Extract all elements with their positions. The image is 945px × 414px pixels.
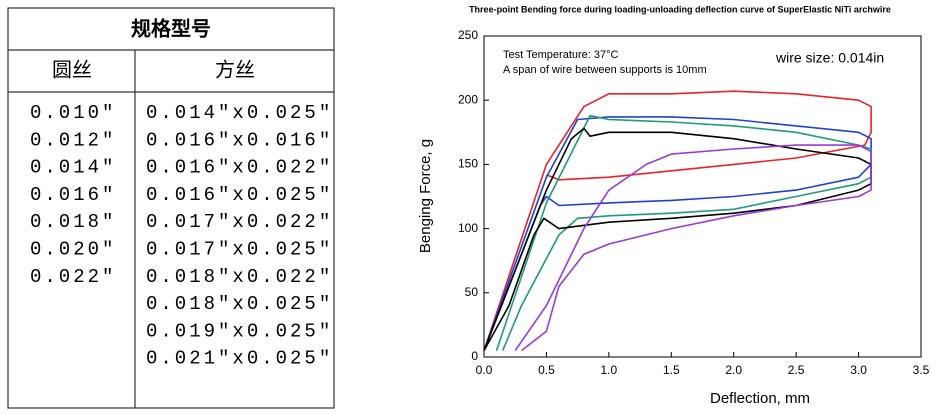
table-cell: 0.016"x0.025" — [146, 184, 333, 206]
x-tick-label: 3.0 — [850, 363, 867, 377]
x-tick-label: 0.0 — [476, 363, 493, 377]
y-tick-label: 200 — [458, 92, 478, 106]
y-tick-label: 100 — [458, 221, 478, 235]
data-line — [514, 144, 872, 352]
plot-frame — [483, 35, 922, 358]
table-cell: 0.016"x0.022" — [146, 157, 333, 179]
annotation: wire size: 0.014in — [775, 50, 884, 66]
table-cell: 0.017"x0.025" — [146, 239, 333, 261]
y-tick-label: 250 — [458, 28, 478, 42]
x-tick-label: 1.5 — [663, 363, 680, 377]
table-cell: 0.016" — [30, 184, 116, 206]
y-tick-label: 150 — [458, 157, 478, 171]
x-tick-label: 2.5 — [788, 363, 805, 377]
table-cell: 0.019"x0.025" — [146, 320, 333, 342]
x-tick-label: 1.0 — [601, 363, 618, 377]
table-title: 规格型号 — [131, 17, 211, 41]
y-tick-label: 0 — [471, 349, 478, 363]
x-tick-label: 3.5 — [913, 363, 930, 377]
table-header: 方丝 — [215, 58, 255, 82]
table-cell: 0.014"x0.025" — [146, 102, 333, 124]
table-cell: 0.016"x0.016" — [146, 129, 333, 151]
table-cell: 0.012" — [30, 129, 116, 151]
x-tick-label: 0.5 — [538, 363, 555, 377]
spec-table — [7, 7, 335, 409]
y-tick-label: 50 — [465, 285, 479, 299]
table-cell: 0.022" — [30, 266, 116, 288]
x-axis-label: Deflection, mm — [710, 390, 810, 407]
table-cell: 0.017"x0.022" — [146, 211, 333, 233]
table-cell: 0.018"x0.022" — [146, 266, 333, 288]
y-axis-label: Benging Force, g — [417, 139, 434, 253]
table-cell: 0.018"x0.025" — [146, 293, 333, 315]
chart-title: Three-point Bending force during loading… — [469, 4, 891, 14]
table-header: 圆丝 — [52, 58, 92, 82]
table-cell: 0.021"x0.025" — [146, 348, 333, 370]
table-cell: 0.014" — [30, 157, 116, 179]
table-cell: 0.018" — [30, 211, 116, 233]
table-cell: 0.010" — [30, 102, 116, 124]
annotation: Test Temperature: 37°C — [503, 49, 619, 61]
annotation: A span of wire between supports is 10mm — [503, 64, 707, 76]
table-border — [7, 7, 335, 409]
x-tick-label: 2.0 — [725, 363, 742, 377]
data-line — [495, 114, 872, 351]
data-line — [483, 127, 872, 351]
table-cell: 0.020" — [30, 239, 116, 261]
data-line — [483, 90, 872, 351]
